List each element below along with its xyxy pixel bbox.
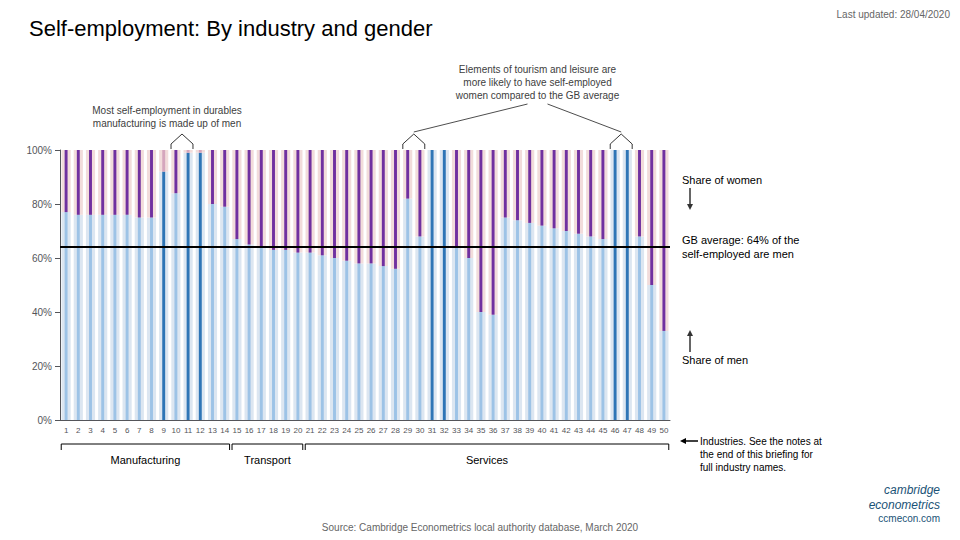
svg-text:42: 42 [562, 426, 571, 435]
svg-text:49: 49 [647, 426, 656, 435]
svg-text:more likely to have self-emplo: more likely to have self-employed [463, 77, 611, 88]
svg-text:Manufacturing: Manufacturing [111, 454, 181, 466]
svg-text:4: 4 [100, 426, 105, 435]
svg-text:20: 20 [293, 426, 302, 435]
svg-text:10: 10 [171, 426, 180, 435]
svg-text:31: 31 [428, 426, 437, 435]
svg-text:23: 23 [330, 426, 339, 435]
svg-text:20%: 20% [32, 361, 52, 372]
svg-text:ccmecon.com: ccmecon.com [878, 513, 940, 524]
svg-text:full industry names.: full industry names. [700, 462, 786, 473]
svg-text:8: 8 [149, 426, 154, 435]
svg-text:35: 35 [476, 426, 485, 435]
svg-text:100%: 100% [26, 145, 52, 156]
svg-text:6: 6 [125, 426, 130, 435]
svg-text:Industries. See the notes at: Industries. See the notes at [700, 436, 822, 447]
svg-text:22: 22 [318, 426, 327, 435]
svg-text:1: 1 [64, 426, 69, 435]
svg-text:GB average: 64% of the: GB average: 64% of the [682, 234, 799, 246]
svg-text:self-employed are men: self-employed are men [682, 248, 794, 260]
svg-text:44: 44 [586, 426, 595, 435]
svg-text:7: 7 [137, 426, 142, 435]
svg-text:28: 28 [391, 426, 400, 435]
svg-text:2: 2 [76, 426, 81, 435]
svg-text:34: 34 [464, 426, 473, 435]
svg-text:40%: 40% [32, 307, 52, 318]
svg-text:19: 19 [281, 426, 290, 435]
svg-text:11: 11 [184, 426, 193, 435]
svg-text:60%: 60% [32, 253, 52, 264]
svg-text:30: 30 [415, 426, 424, 435]
svg-text:Services: Services [466, 454, 509, 466]
svg-text:38: 38 [513, 426, 522, 435]
svg-text:Share of women: Share of women [682, 174, 762, 186]
svg-text:25: 25 [354, 426, 363, 435]
svg-text:80%: 80% [32, 199, 52, 210]
svg-text:9: 9 [161, 426, 166, 435]
svg-text:13: 13 [208, 426, 217, 435]
svg-text:27: 27 [379, 426, 388, 435]
svg-text:41: 41 [550, 426, 559, 435]
svg-text:Transport: Transport [244, 454, 291, 466]
svg-text:0%: 0% [38, 415, 53, 426]
svg-text:47: 47 [623, 426, 632, 435]
svg-text:18: 18 [269, 426, 278, 435]
svg-text:Last updated: 28/04/2020: Last updated: 28/04/2020 [837, 9, 951, 20]
svg-text:17: 17 [257, 426, 266, 435]
svg-text:Elements of tourism and leisur: Elements of tourism and leisure are [459, 64, 617, 75]
svg-text:32: 32 [440, 426, 449, 435]
svg-text:45: 45 [598, 426, 607, 435]
svg-text:33: 33 [452, 426, 461, 435]
svg-text:16: 16 [245, 426, 254, 435]
svg-text:5: 5 [113, 426, 118, 435]
svg-text:cambridge: cambridge [884, 483, 940, 497]
svg-text:24: 24 [342, 426, 351, 435]
svg-text:46: 46 [611, 426, 620, 435]
svg-text:50: 50 [659, 426, 668, 435]
svg-text:manufacturing is made up of me: manufacturing is made up of men [93, 118, 241, 129]
svg-text:26: 26 [367, 426, 376, 435]
svg-text:40: 40 [537, 426, 546, 435]
svg-text:36: 36 [489, 426, 498, 435]
svg-text:Share of men: Share of men [682, 354, 748, 366]
svg-text:Source: Cambridge Econometrics: Source: Cambridge Econometrics local aut… [322, 522, 639, 533]
svg-text:14: 14 [220, 426, 229, 435]
svg-text:48: 48 [635, 426, 644, 435]
svg-text:Most self-employment in durabl: Most self-employment in durables [92, 105, 242, 116]
svg-text:39: 39 [525, 426, 534, 435]
svg-text:the end of this briefing for: the end of this briefing for [700, 449, 814, 460]
svg-text:econometrics: econometrics [869, 498, 940, 512]
svg-text:Self-employment: By industry a: Self-employment: By industry and gender [29, 16, 433, 41]
svg-text:3: 3 [88, 426, 93, 435]
svg-text:15: 15 [232, 426, 241, 435]
svg-text:29: 29 [403, 426, 412, 435]
svg-text:43: 43 [574, 426, 583, 435]
svg-text:12: 12 [196, 426, 205, 435]
svg-text:21: 21 [306, 426, 315, 435]
svg-text:women compared to the GB avera: women compared to the GB average [455, 90, 620, 101]
svg-text:37: 37 [501, 426, 510, 435]
